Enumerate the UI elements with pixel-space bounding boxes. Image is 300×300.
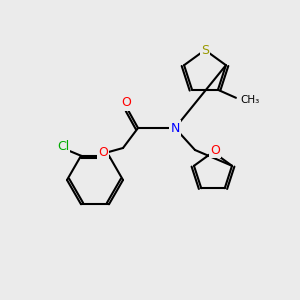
Text: O: O: [121, 97, 131, 110]
Text: N: N: [170, 122, 180, 134]
Text: CH₃: CH₃: [240, 95, 259, 105]
Text: O: O: [210, 143, 220, 157]
Text: Cl: Cl: [57, 140, 69, 153]
Text: O: O: [98, 146, 108, 158]
Text: S: S: [201, 44, 209, 56]
